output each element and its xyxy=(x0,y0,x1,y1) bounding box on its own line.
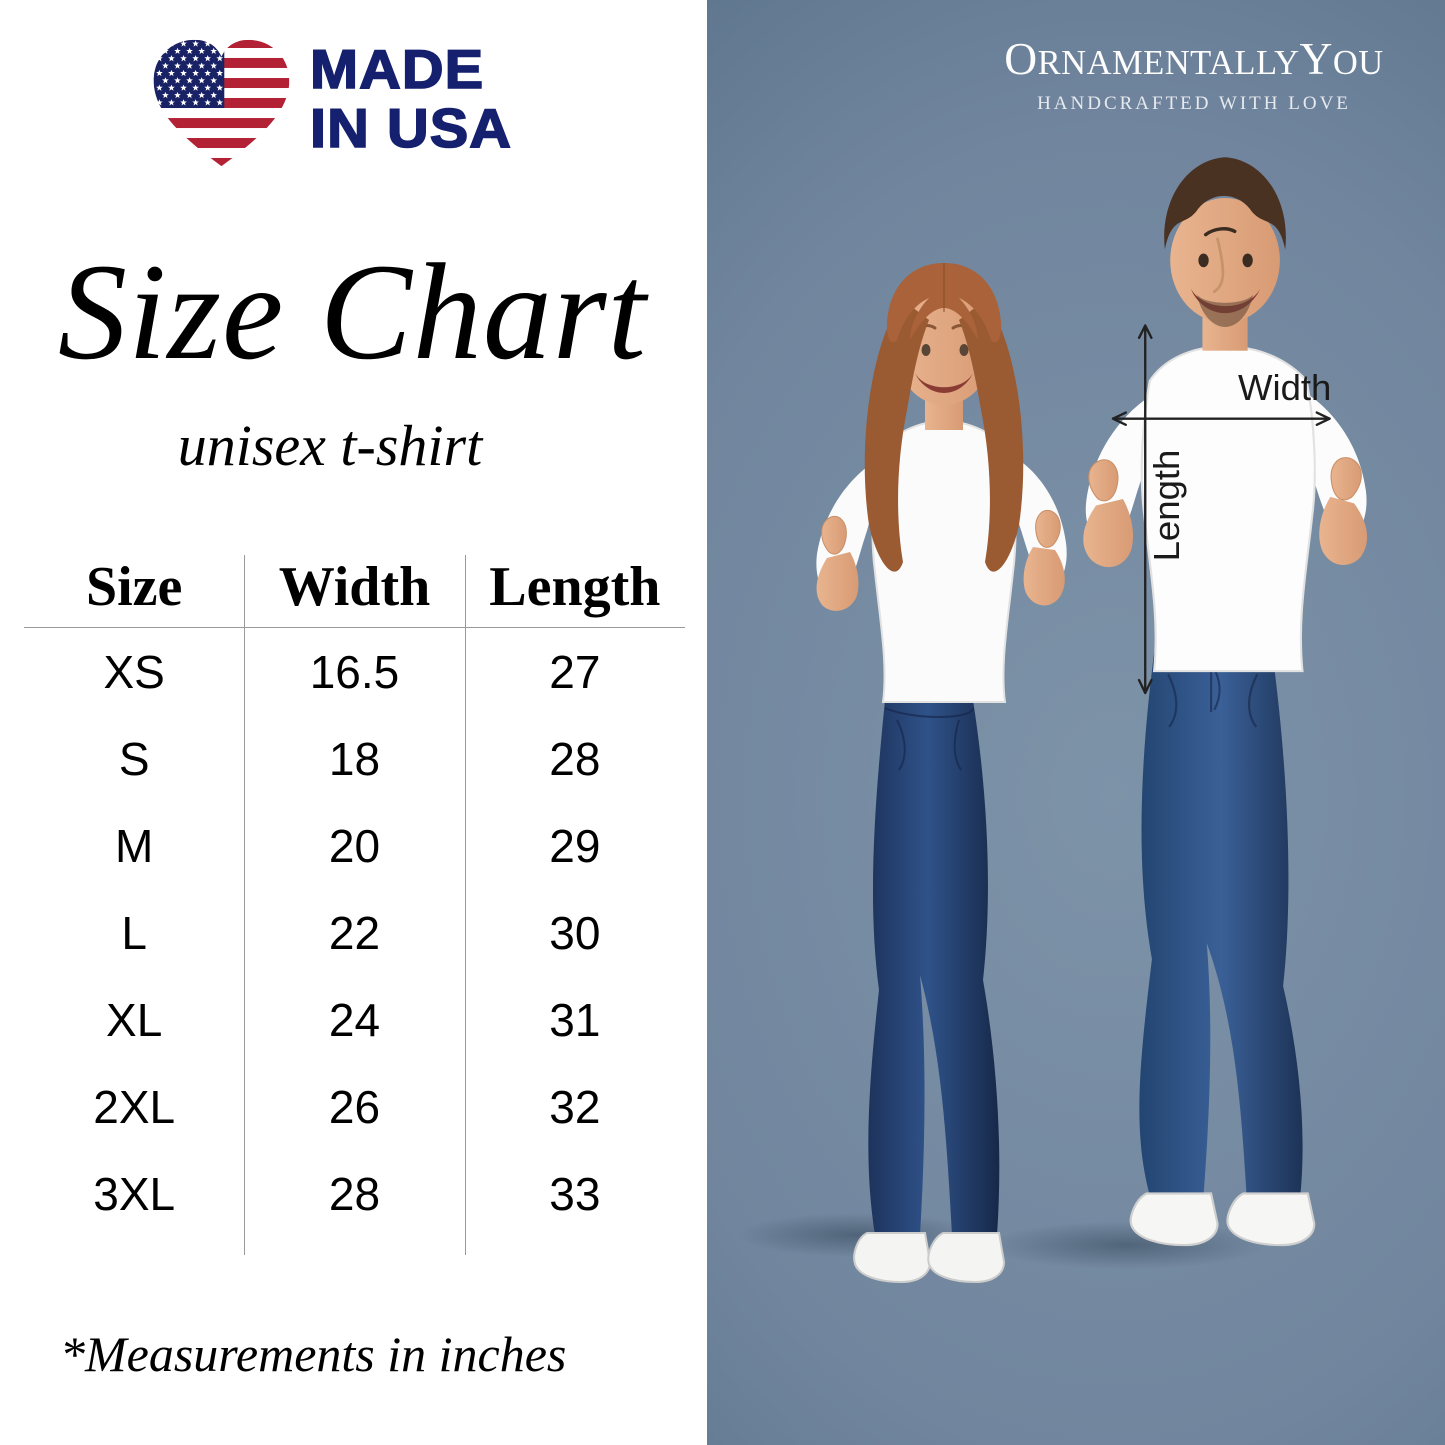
svg-text:Width: Width xyxy=(1238,367,1331,408)
svg-text:Length: Length xyxy=(1146,450,1187,562)
